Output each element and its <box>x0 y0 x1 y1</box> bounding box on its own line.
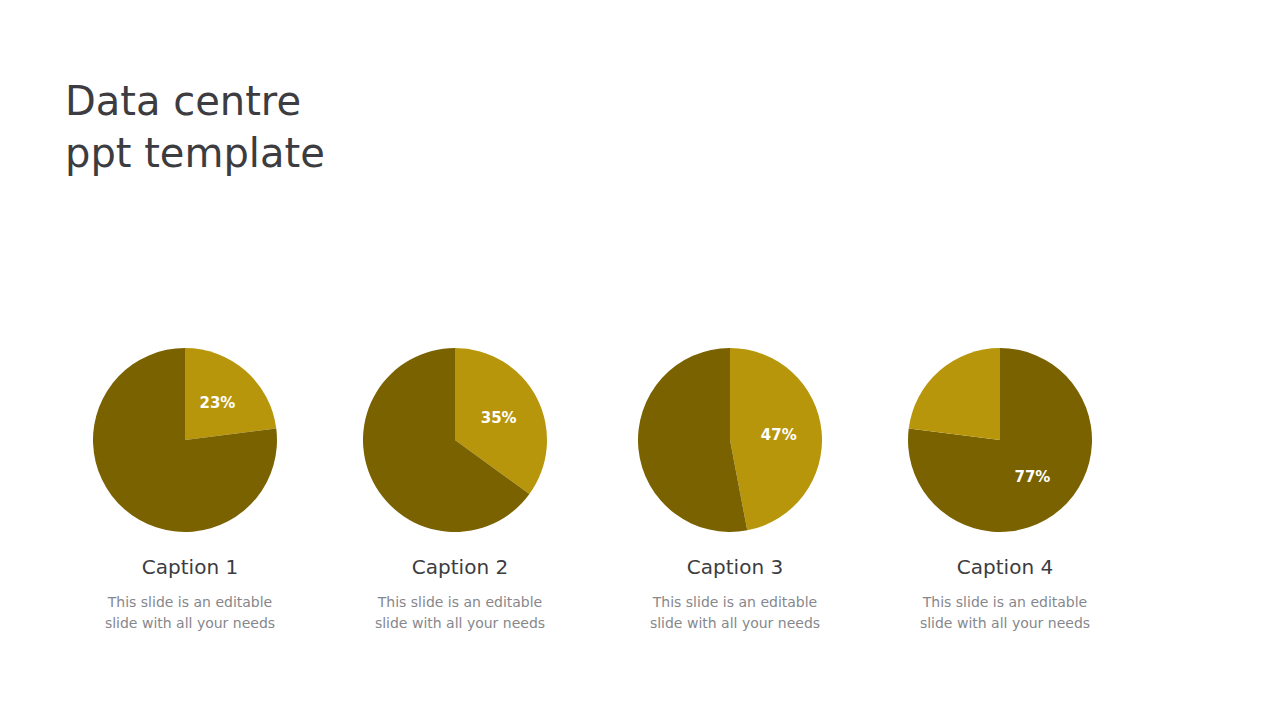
svg-text:Caption 1: Caption 1 <box>142 555 238 579</box>
svg-text:This slide is an editable: This slide is an editable <box>107 594 272 610</box>
svg-text:Caption 4: Caption 4 <box>957 555 1053 579</box>
svg-text:Data centre: Data centre <box>65 78 301 124</box>
svg-text:slide with all your needs: slide with all your needs <box>650 615 820 631</box>
svg-text:47%: 47% <box>761 426 797 444</box>
svg-text:slide with all your needs: slide with all your needs <box>375 615 545 631</box>
svg-text:This slide is an editable: This slide is an editable <box>652 594 817 610</box>
svg-text:slide with all your needs: slide with all your needs <box>920 615 1090 631</box>
svg-text:35%: 35% <box>481 409 517 427</box>
svg-text:Caption 3: Caption 3 <box>687 555 783 579</box>
svg-text:23%: 23% <box>199 394 235 412</box>
svg-text:This slide is an editable: This slide is an editable <box>922 594 1087 610</box>
svg-text:This slide is an editable: This slide is an editable <box>377 594 542 610</box>
svg-text:slide with all your needs: slide with all your needs <box>105 615 275 631</box>
svg-text:77%: 77% <box>1014 468 1050 486</box>
svg-text:ppt template: ppt template <box>65 130 325 176</box>
svg-text:Caption 2: Caption 2 <box>412 555 508 579</box>
